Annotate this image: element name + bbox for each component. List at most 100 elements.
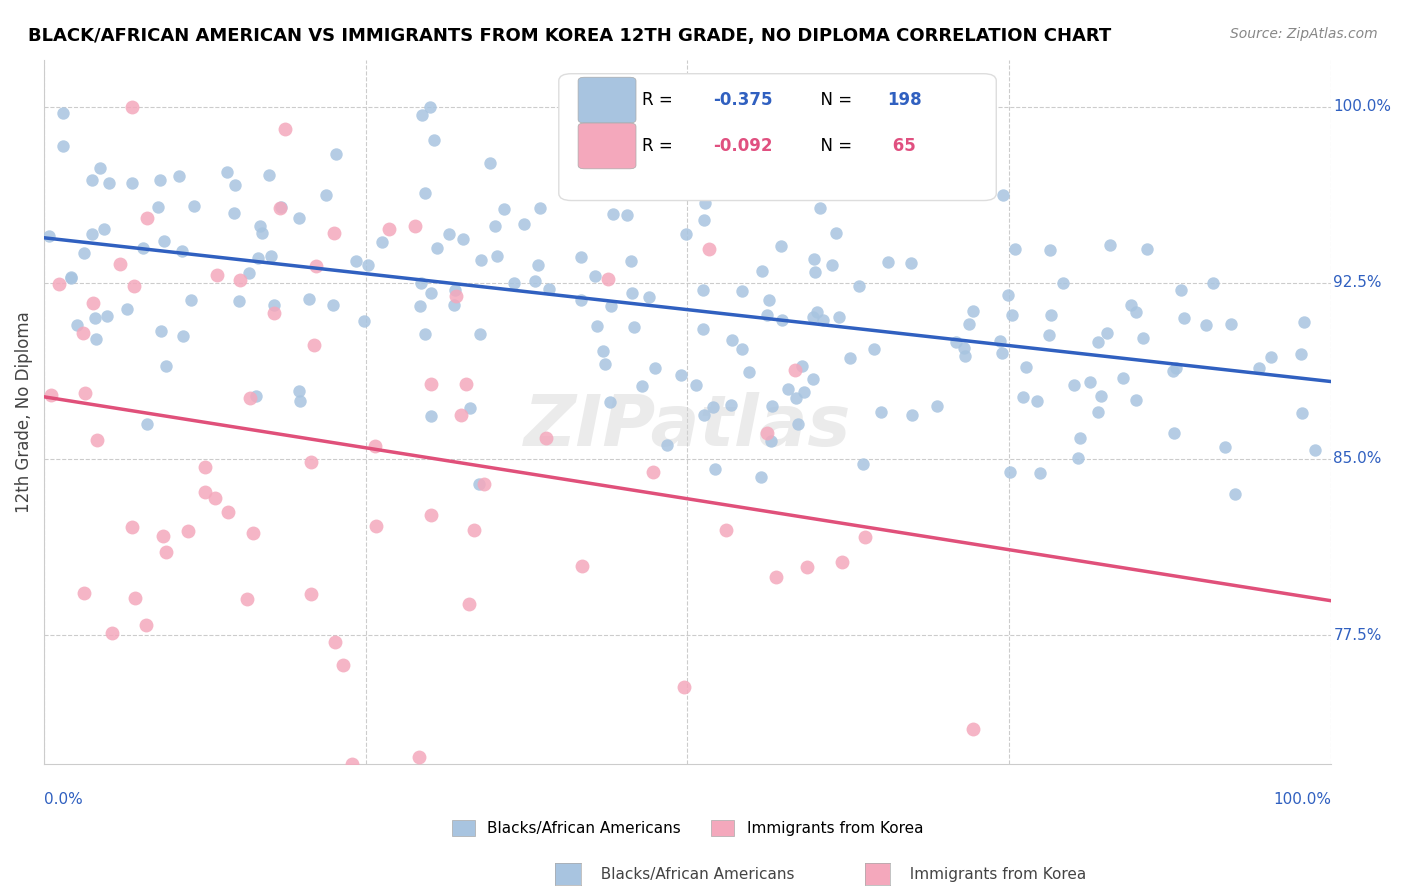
- Point: [808, 201, 831, 215]
- Point: [988, 334, 1011, 349]
- Point: [468, 477, 491, 491]
- Point: [419, 377, 441, 392]
- Text: ZIPatlas: ZIPatlas: [524, 392, 851, 460]
- Point: [450, 409, 472, 423]
- Text: 85.0%: 85.0%: [1333, 451, 1382, 467]
- Point: [270, 200, 292, 214]
- Point: [194, 485, 217, 500]
- Point: [451, 232, 474, 246]
- Point: [538, 282, 561, 296]
- Point: [1292, 314, 1315, 328]
- Point: [571, 558, 593, 573]
- Point: [59, 271, 82, 285]
- Point: [672, 680, 695, 694]
- Point: [738, 365, 761, 379]
- Point: [356, 258, 378, 272]
- Point: [1303, 442, 1326, 457]
- Point: [1001, 308, 1024, 322]
- Point: [249, 219, 271, 234]
- Point: [420, 286, 443, 301]
- Point: [796, 560, 818, 574]
- Text: 77.5%: 77.5%: [1333, 628, 1382, 642]
- Point: [242, 525, 264, 540]
- Point: [1052, 276, 1074, 290]
- Point: [527, 258, 550, 272]
- Point: [458, 598, 481, 612]
- Point: [792, 385, 814, 400]
- Point: [685, 377, 707, 392]
- FancyBboxPatch shape: [578, 78, 636, 123]
- Point: [952, 341, 974, 355]
- Point: [1112, 371, 1135, 385]
- Point: [1202, 276, 1225, 290]
- Point: [413, 327, 436, 342]
- Point: [167, 169, 190, 183]
- Point: [702, 400, 724, 414]
- Text: Blacks/African Americans: Blacks/African Americans: [591, 867, 794, 881]
- Point: [325, 147, 347, 161]
- Point: [83, 311, 105, 326]
- Point: [484, 219, 506, 233]
- Point: [408, 299, 430, 313]
- Point: [48, 277, 70, 291]
- Point: [82, 172, 104, 186]
- Text: 198: 198: [887, 91, 921, 109]
- Point: [75, 386, 97, 401]
- Point: [962, 722, 984, 736]
- Point: [593, 357, 616, 371]
- Point: [637, 290, 659, 304]
- Point: [121, 99, 143, 113]
- Point: [770, 313, 793, 327]
- Point: [239, 391, 262, 405]
- Point: [785, 391, 807, 405]
- Point: [1099, 238, 1122, 252]
- Point: [302, 337, 325, 351]
- Point: [758, 293, 780, 307]
- Point: [1125, 392, 1147, 407]
- Point: [183, 199, 205, 213]
- Point: [472, 476, 495, 491]
- Point: [813, 313, 835, 327]
- Point: [620, 286, 643, 301]
- Text: 65: 65: [887, 136, 915, 154]
- Point: [1040, 308, 1063, 322]
- Point: [616, 208, 638, 222]
- Point: [485, 249, 508, 263]
- Point: [852, 457, 875, 471]
- Point: [853, 530, 876, 544]
- Point: [404, 219, 426, 233]
- Point: [623, 320, 645, 334]
- Point: [322, 297, 344, 311]
- Point: [1095, 326, 1118, 341]
- Point: [217, 505, 239, 519]
- Point: [122, 279, 145, 293]
- Point: [470, 252, 492, 267]
- Point: [1166, 361, 1188, 376]
- Point: [991, 187, 1014, 202]
- Text: Immigrants from Korea: Immigrants from Korea: [900, 867, 1085, 881]
- Point: [569, 293, 592, 307]
- Point: [446, 289, 468, 303]
- Point: [80, 227, 103, 241]
- Point: [229, 273, 252, 287]
- Point: [693, 408, 716, 422]
- Point: [831, 555, 853, 569]
- Point: [60, 270, 83, 285]
- Point: [419, 99, 441, 113]
- Point: [288, 211, 311, 226]
- Point: [363, 439, 385, 453]
- Point: [751, 264, 773, 278]
- Point: [1213, 441, 1236, 455]
- Point: [222, 205, 245, 219]
- Point: [1249, 361, 1271, 376]
- Point: [1069, 431, 1091, 445]
- Point: [288, 393, 311, 408]
- Point: [420, 508, 443, 523]
- Text: R =: R =: [643, 136, 679, 154]
- Text: 100.0%: 100.0%: [1333, 99, 1392, 114]
- Point: [332, 657, 354, 672]
- Point: [263, 306, 285, 320]
- Point: [1161, 363, 1184, 377]
- Point: [720, 398, 742, 412]
- Point: [259, 249, 281, 263]
